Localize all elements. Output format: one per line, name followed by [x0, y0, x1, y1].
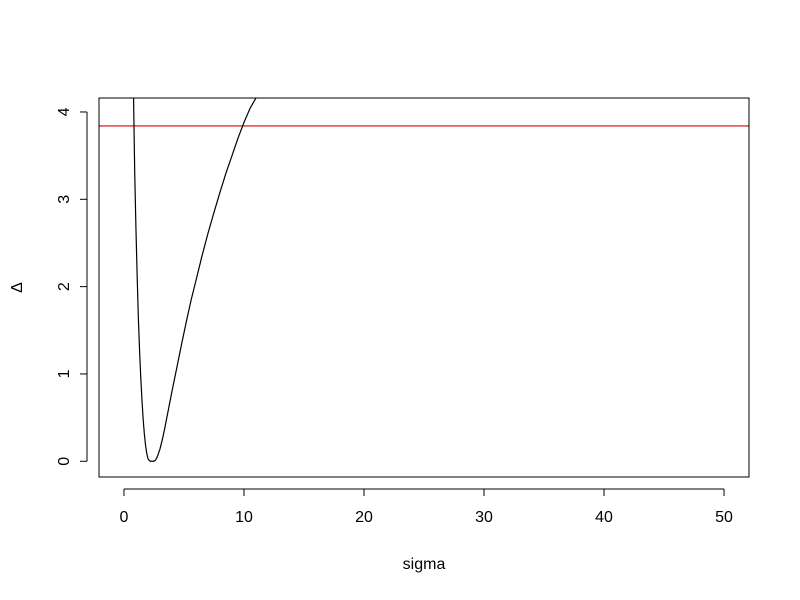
- y-tick-label: 2: [56, 282, 73, 291]
- x-tick-label: 20: [355, 509, 373, 526]
- y-tick-label: 0: [56, 457, 73, 466]
- x-tick-label: 50: [715, 509, 733, 526]
- x-tick-label: 40: [595, 509, 613, 526]
- x-tick-label: 0: [120, 509, 129, 526]
- x-tick-label: 10: [235, 509, 253, 526]
- plot-layer: [99, 98, 749, 462]
- y-axis: 0 1 2 3 4: [56, 107, 88, 466]
- y-axis-title: Δ: [9, 282, 26, 293]
- y-tick-label: 3: [56, 195, 73, 204]
- x-axis-title: sigma: [403, 556, 446, 573]
- series-line: [132, 98, 257, 462]
- plot-frame: [98, 97, 750, 478]
- y-tick-label: 4: [56, 107, 73, 116]
- x-tick-label: 30: [475, 509, 493, 526]
- y-tick-label: 1: [56, 369, 73, 378]
- x-axis: 0 10 20 30 40 50: [120, 488, 733, 526]
